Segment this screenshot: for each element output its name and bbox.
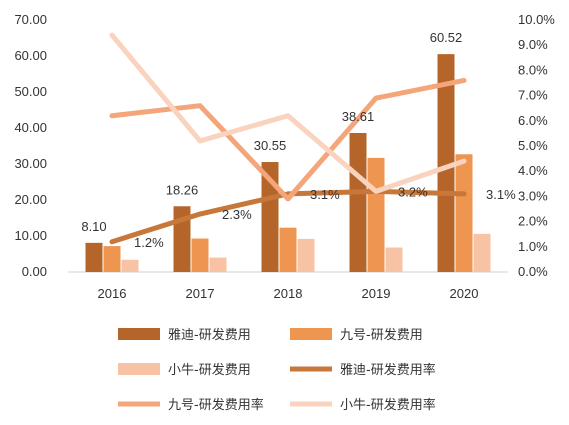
x-tick-label: 2018 (274, 286, 303, 301)
y-tick-label: 10.00 (14, 228, 47, 243)
line-data-label: 3.2% (398, 184, 428, 199)
line-data-label: 3.1% (486, 187, 516, 202)
x-tick-label: 2020 (450, 286, 479, 301)
y2-tick-label: 5.0% (518, 138, 548, 153)
x-tick-label: 2016 (98, 286, 127, 301)
legend-label: 小牛-研发费用 (168, 362, 251, 378)
x-tick-label: 2017 (186, 286, 215, 301)
y-tick-label: 30.00 (14, 156, 47, 171)
bar (191, 238, 209, 272)
legend-label: 小牛-研发费用率 (340, 397, 436, 413)
lines (109, 32, 467, 245)
bars (85, 54, 491, 273)
bar (473, 233, 491, 272)
legend-swatch (290, 328, 332, 340)
bar (121, 259, 139, 272)
bar (261, 162, 279, 272)
y2-tick-label: 10.0% (518, 12, 555, 27)
bar (103, 246, 121, 272)
bar (367, 157, 385, 272)
y-tick-label: 0.00 (22, 264, 47, 279)
y-tick-label: 50.00 (14, 84, 47, 99)
y2-tick-label: 1.0% (518, 239, 548, 254)
line-data-label: 3.1% (310, 187, 340, 202)
series-line (109, 32, 467, 194)
bar (455, 154, 473, 272)
bar (209, 257, 227, 272)
y2-tick-label: 8.0% (518, 62, 548, 77)
bar-data-label: 8.10 (81, 219, 106, 234)
y2-tick-label: 0.0% (518, 264, 548, 279)
legend-label: 九号-研发费用 (340, 327, 423, 343)
data-labels: 8.10 18.26 30.55 38.61 60.52 1.2% 2.3% 3.1% 3.2%… (81, 30, 516, 250)
y-tick-label: 60.00 (14, 48, 47, 63)
x-axis-labels: 2016 2017 2018 2019 2020 (98, 286, 479, 301)
bar-data-label: 18.26 (166, 182, 199, 197)
y2-tick-label: 6.0% (518, 113, 548, 128)
bar (385, 247, 403, 272)
y2-tick-label: 9.0% (518, 37, 548, 52)
x-tick-label: 2019 (362, 286, 391, 301)
bar (85, 242, 103, 272)
y2-tick-label: 7.0% (518, 88, 548, 103)
y-axis-right: 0.0% 1.0% 2.0% 3.0% 4.0% 5.0% 6.0% 7.0% 8.0% 9.0%… (518, 12, 555, 279)
bar-data-label: 30.55 (254, 138, 287, 153)
legend-label: 雅迪-研发费用率 (340, 362, 436, 378)
line-data-label: 2.3% (222, 207, 252, 222)
line-data-label: 1.2% (134, 235, 164, 250)
bar (297, 238, 315, 272)
series-line (109, 188, 467, 245)
legend-swatch (118, 363, 160, 375)
y-tick-label: 20.00 (14, 192, 47, 207)
legend-label: 雅迪-研发费用 (168, 327, 251, 343)
y2-tick-label: 4.0% (518, 163, 548, 178)
y2-tick-label: 3.0% (518, 188, 548, 203)
bar (279, 227, 297, 272)
legend-swatch (118, 328, 160, 340)
bar-data-label: 38.61 (342, 109, 375, 124)
y-tick-label: 70.00 (14, 12, 47, 27)
y-axis-left: 0.00 10.00 20.00 30.00 40.00 50.00 60.00 70.00 (14, 12, 47, 279)
y-tick-label: 40.00 (14, 120, 47, 135)
legend-label: 九号-研发费用率 (168, 397, 264, 413)
y2-tick-label: 2.0% (518, 214, 548, 229)
bar (349, 133, 367, 272)
bar-data-label: 60.52 (430, 30, 463, 45)
bar (437, 54, 455, 273)
